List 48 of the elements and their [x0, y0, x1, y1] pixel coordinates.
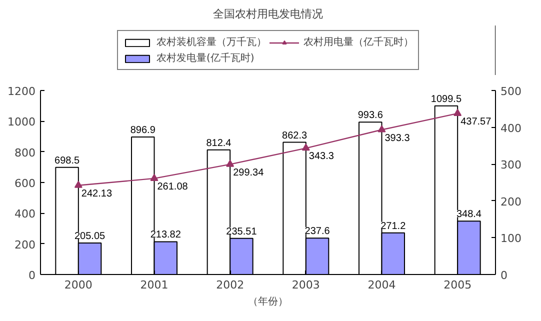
- point: [378, 125, 386, 132]
- legend-label: 农村发电量(亿千瓦时): [156, 52, 254, 65]
- y2-tick-label: 400: [500, 122, 522, 135]
- data-label: 299.34: [233, 167, 264, 178]
- y2-tick-label: 500: [500, 85, 522, 98]
- point: [74, 180, 82, 188]
- y-tick-label: 1200: [8, 85, 36, 98]
- data-label: 235.51: [226, 226, 258, 238]
- y-tick-label: 800: [14, 146, 36, 160]
- y-tick-label: 200: [14, 238, 36, 252]
- point: [150, 174, 158, 181]
- data-label: 812.4: [206, 138, 232, 149]
- x-tick-label: 2004: [368, 278, 396, 292]
- x-tick-label: 2003: [292, 278, 320, 292]
- x-axis-title: （年份）: [248, 296, 288, 308]
- data-label: 993.6: [358, 110, 384, 122]
- data-label: 343.3: [308, 151, 334, 162]
- point: [302, 144, 310, 151]
- y2-tick-label: 100: [500, 232, 522, 246]
- point: [454, 108, 462, 116]
- data-label: 437.57: [460, 116, 492, 128]
- data-label: 1099.5: [430, 94, 462, 105]
- chart-title: 全国农村用电发电情况: [213, 8, 323, 20]
- data-label: 271.2: [380, 220, 406, 232]
- y-tick-label: 0: [28, 269, 36, 282]
- x-tick-label: 2005: [444, 278, 472, 292]
- data-label: 205.05: [74, 231, 106, 242]
- legend-label: 农村用电量（亿千瓦时）: [304, 36, 414, 49]
- data-label: 698.5: [54, 155, 80, 166]
- y-tick-label: 600: [14, 177, 36, 190]
- x-tick-label: 2000: [64, 278, 92, 292]
- data-label: 261.08: [157, 181, 188, 192]
- data-label: 896.9: [130, 124, 156, 136]
- y-tick-label: 1000: [8, 116, 36, 129]
- x-tick-label: 2002: [216, 278, 244, 292]
- data-label: 213.82: [150, 230, 182, 241]
- y-tick-label: 400: [14, 208, 36, 221]
- data-label: 862.3: [282, 130, 308, 142]
- data-label: 348.4: [456, 209, 482, 220]
- data-label: 237.6: [304, 226, 330, 238]
- data-label: 242.13: [81, 188, 112, 200]
- point: [226, 160, 234, 167]
- y2-tick-label: 200: [500, 195, 522, 208]
- legend-label: 农村装机容量（万千瓦）: [156, 36, 266, 49]
- x-tick-label: 2001: [140, 278, 168, 292]
- y2-tick-label: 0: [500, 269, 508, 282]
- data-label: 393.3: [384, 132, 410, 144]
- y2-tick-label: 300: [500, 158, 522, 172]
